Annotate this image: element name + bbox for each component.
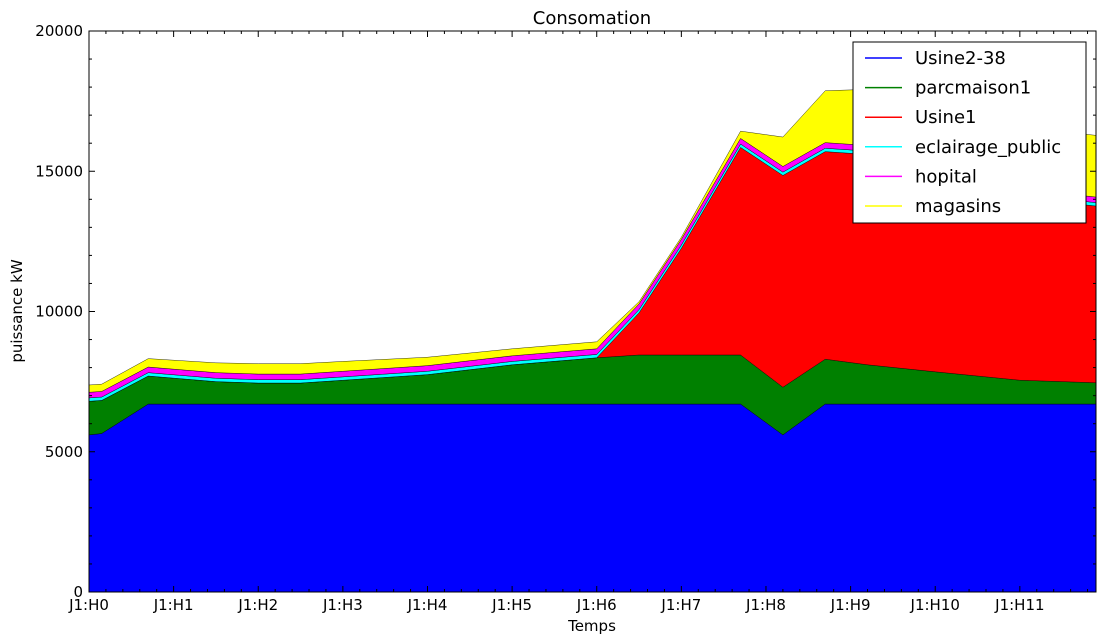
x-axis-title: Temps [567, 617, 616, 635]
legend-box [852, 41, 1087, 224]
legend-label-hopital: hopital [915, 166, 977, 187]
x-tick-label: J1:H8 [745, 596, 786, 614]
area-usine2-38 [88, 403, 1097, 593]
x-tick-label: J1:H7 [660, 596, 701, 614]
x-tick-label: J1:H9 [830, 596, 871, 614]
legend-label-parcmaison1: parcmaison1 [915, 78, 1031, 99]
x-tick-label: J1:H2 [237, 596, 278, 614]
legend-label-usine1: Usine1 [915, 107, 977, 128]
y-tick-label: 20000 [35, 22, 83, 40]
x-tick-label: J1:H4 [407, 596, 448, 614]
y-tick-label: 10000 [35, 303, 83, 321]
legend-label-eclairage-public: eclairage_public [915, 137, 1061, 158]
x-tick-label: J1:H6 [576, 596, 617, 614]
y-axis-title: puissance kW [8, 259, 26, 362]
x-tick-label: J1:H3 [322, 596, 363, 614]
y-tick-label: 5000 [45, 443, 83, 461]
x-axis-ticks: J1:H0 J1:H1 J1:H2 J1:H3 J1:H4 J1:H5 J1:H6 J1:H7… [68, 31, 1089, 614]
y-axis-ticks: 0 5000 10000 15000 20000 [35, 22, 1096, 601]
x-tick-label: J1:H5 [491, 596, 532, 614]
x-tick-label: J1:H0 [68, 596, 109, 614]
x-tick-label: J1:H11 [994, 596, 1044, 614]
x-tick-label: J1:H1 [153, 596, 194, 614]
legend-label-magasins: magasins [915, 196, 1001, 217]
legend: Usine2-38 parcmaison1 Usine1 eclairage_publ… [852, 41, 1087, 224]
y-tick-label: 15000 [35, 162, 83, 180]
chart-title: Consomation [533, 8, 651, 29]
x-tick-label: J1:H10 [910, 596, 960, 614]
y-tick-label: 0 [73, 583, 83, 601]
legend-label-usine2-38: Usine2-38 [915, 48, 1006, 69]
